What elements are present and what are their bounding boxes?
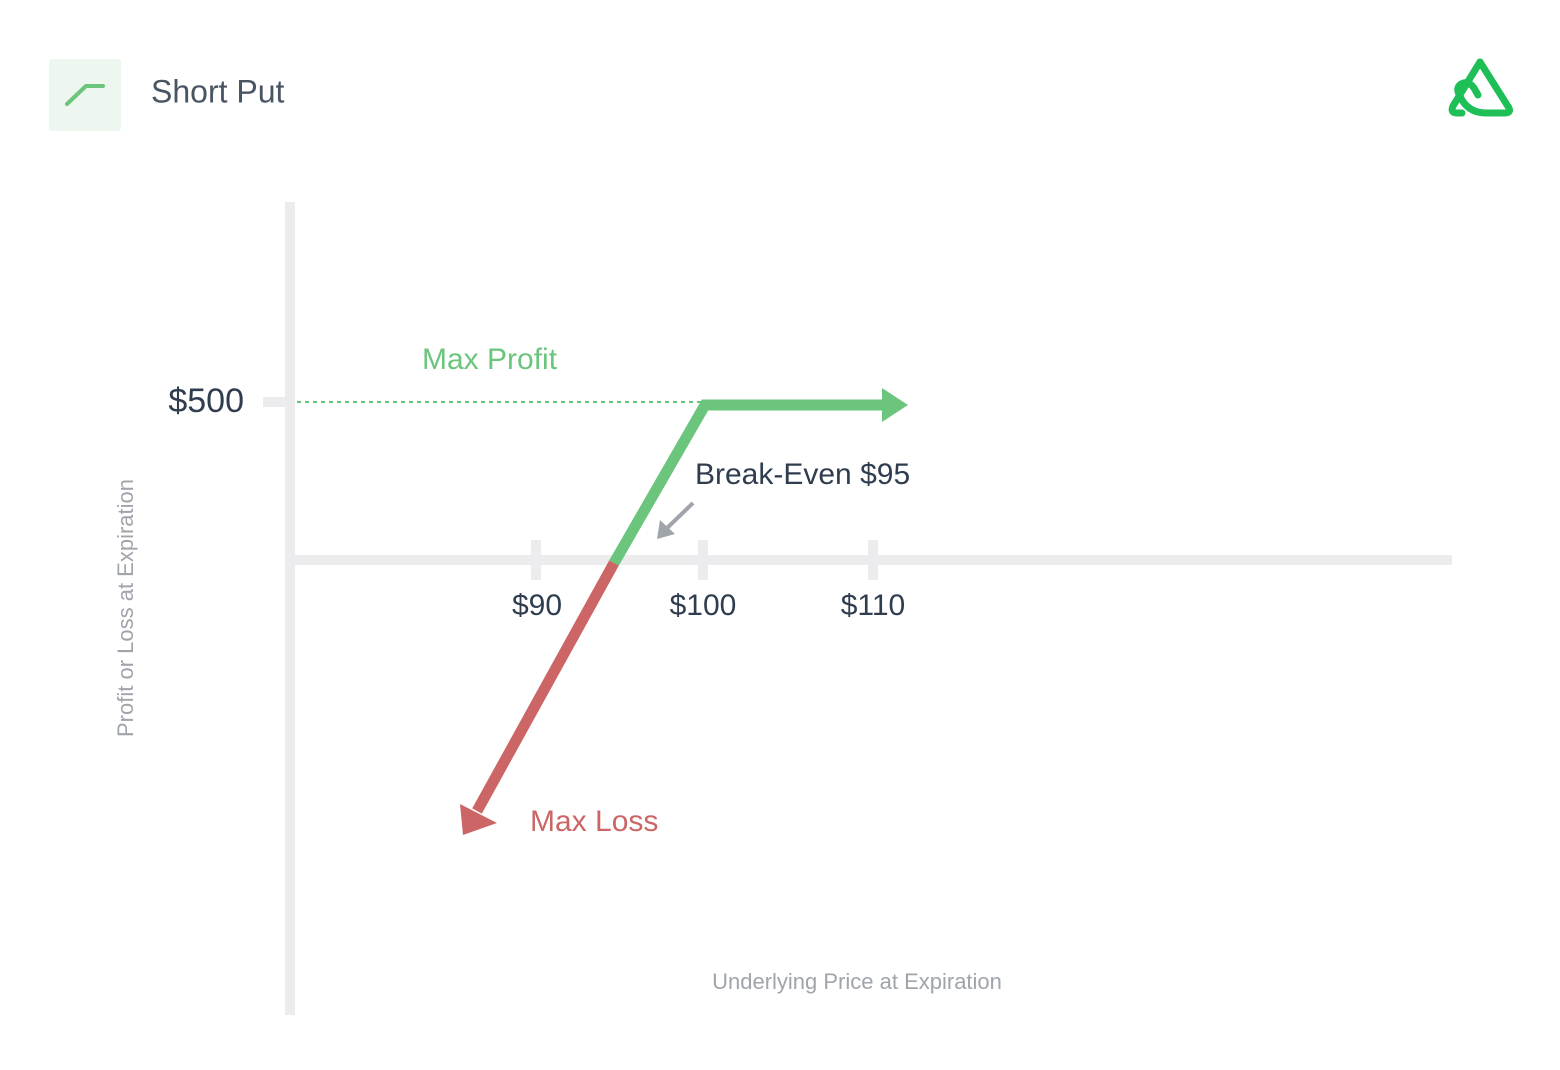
x-tick — [698, 540, 708, 580]
loss-line — [472, 560, 619, 814]
y-axis-label: Profit or Loss at Expiration — [113, 479, 138, 737]
y-tick — [263, 397, 290, 407]
x-tick — [868, 540, 878, 580]
x-axis-label: Underlying Price at Expiration — [712, 969, 1002, 994]
x-tick-label: $110 — [841, 589, 906, 622]
max-loss-label: Max Loss — [530, 805, 658, 838]
profit-line — [609, 399, 885, 566]
x-tick-label: $100 — [670, 589, 737, 622]
y-axis — [285, 202, 295, 1015]
profit-arrow — [882, 388, 908, 422]
break-even-label: Break-Even $95 — [695, 458, 910, 491]
icon — [65, 84, 105, 106]
break-even-pointer-head — [657, 520, 675, 539]
icon-box — [49, 59, 121, 131]
break-even-pointer — [663, 501, 695, 532]
x-tick-label: $90 — [512, 589, 562, 622]
max-profit-label: Max Profit — [422, 343, 558, 376]
logo — [1448, 58, 1484, 117]
loss-arrow — [460, 804, 497, 835]
y-tick-label: $500 — [168, 382, 244, 420]
title: Short Put — [151, 73, 285, 109]
x-tick — [531, 540, 541, 580]
